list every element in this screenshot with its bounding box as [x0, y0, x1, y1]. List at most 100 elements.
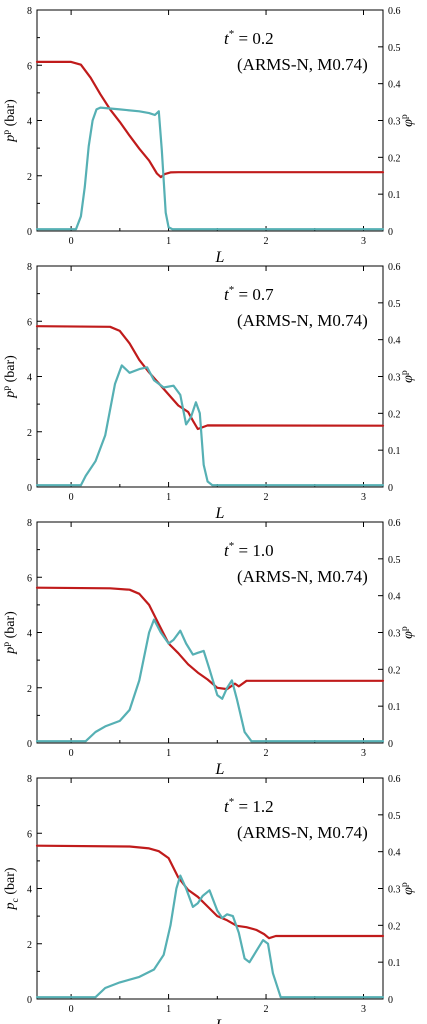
y-right-tick-label: 0.5 — [388, 555, 401, 566]
svg-text:φp: φp — [399, 882, 416, 895]
pressure-series-line — [35, 60, 385, 179]
panel-subtitle: (ARMS-N, M0.74) — [237, 55, 368, 74]
y-right-tick-label: 0.4 — [388, 848, 401, 859]
chart-panel-3: 0 2 4 6 8 0 0.1 0.2 0.3 0.4 0.5 0.6 0 1 2 3 Lpp (bar) φp t… — [1, 518, 416, 778]
svg-text:pp (bar): pp (bar) — [1, 611, 18, 655]
y-left-tick-label: 6 — [27, 573, 32, 584]
y-left-tick-label: 2 — [27, 172, 32, 183]
y-right-tick-label: 0.6 — [388, 262, 401, 273]
svg-text:φp: φp — [399, 370, 416, 383]
x-tick-label: 1 — [166, 492, 171, 503]
y-right-tick-label: 0.6 — [388, 774, 401, 785]
x-tick-label: 1 — [166, 748, 171, 759]
y-left-tick-label: 2 — [27, 940, 32, 951]
y-right-tick-label: 0.1 — [388, 958, 401, 969]
y-left-tick-label: 2 — [27, 428, 32, 439]
panel-subtitle: (ARMS-N, M0.74) — [237, 567, 368, 586]
y-right-tick-label: 0.3 — [388, 373, 401, 384]
plot-frame — [36, 265, 384, 488]
volume-fraction-series-line — [35, 618, 385, 743]
x-tick-label: 1 — [166, 236, 171, 247]
x-tick-label: 2 — [264, 492, 269, 503]
y-right-tick-label: 0.6 — [388, 6, 401, 17]
x-tick-label: 1 — [166, 1004, 171, 1015]
y-left-tick-label: 0 — [27, 227, 32, 238]
pressure-series-line — [35, 325, 385, 431]
y-left-tick-label: 8 — [27, 262, 32, 273]
svg-text:φp: φp — [399, 626, 416, 639]
panel-title: t* = 0.7 — [224, 284, 274, 304]
pressure-series-line — [35, 586, 385, 691]
x-axis-label: L — [215, 249, 225, 266]
y-left-tick-label: 6 — [27, 61, 32, 72]
y-left-tick-label: 0 — [27, 995, 32, 1006]
x-tick-label: 2 — [264, 236, 269, 247]
pressure-series-line — [35, 844, 385, 940]
y-left-tick-label: 6 — [27, 829, 32, 840]
y-right-tick-label: 0 — [388, 483, 393, 494]
y-right-tick-label: 0.2 — [388, 153, 401, 164]
plot-frame — [36, 9, 384, 232]
y-right-tick-label: 0.3 — [388, 629, 401, 640]
x-tick-label: 0 — [69, 1004, 74, 1015]
y-left-axis-label: pp (bar) — [1, 611, 18, 655]
x-axis-label: L — [215, 761, 225, 778]
chart-panel-1: 0 2 4 6 8 0 0.1 0.2 0.3 0.4 0.5 0.6 0 1 2 3 Lpp (bar) φp t… — [1, 6, 416, 266]
y-right-tick-label: 0.2 — [388, 409, 401, 420]
x-tick-label: 3 — [361, 748, 366, 759]
x-tick-label: 3 — [361, 236, 366, 247]
panel-subtitle: (ARMS-N, M0.74) — [237, 311, 368, 330]
y-left-tick-label: 8 — [27, 518, 32, 529]
y-right-tick-label: 0.1 — [388, 190, 401, 201]
y-right-tick-label: 0.1 — [388, 446, 401, 457]
x-tick-label: 2 — [264, 1004, 269, 1015]
y-left-tick-label: 8 — [27, 774, 32, 785]
panel-subtitle: (ARMS-N, M0.74) — [237, 823, 368, 842]
y-right-tick-label: 0.3 — [388, 885, 401, 896]
x-tick-label: 0 — [69, 748, 74, 759]
y-right-axis-label: φp — [399, 370, 416, 383]
x-tick-label: 3 — [361, 492, 366, 503]
x-tick-label: 2 — [264, 748, 269, 759]
y-left-tick-label: 4 — [27, 373, 32, 384]
y-right-axis-label: φp — [399, 882, 416, 895]
y-right-tick-label: 0 — [388, 739, 393, 750]
y-left-tick-label: 6 — [27, 317, 32, 328]
panel-title: t* = 1.0 — [224, 540, 274, 560]
y-left-axis-label: pp (bar) — [1, 99, 18, 143]
x-axis-label: L — [215, 505, 225, 522]
y-right-axis-label: φp — [399, 114, 416, 127]
volume-fraction-series-line — [35, 106, 385, 231]
y-left-tick-label: 0 — [27, 483, 32, 494]
y-right-tick-label: 0.4 — [388, 592, 401, 603]
y-right-tick-label: 0.4 — [388, 80, 401, 91]
y-left-tick-label: 4 — [27, 629, 32, 640]
panel-title: t* = 0.2 — [224, 28, 274, 48]
y-right-tick-label: 0.5 — [388, 43, 401, 54]
x-axis-label: L — [215, 1017, 225, 1024]
volume-fraction-series-line — [35, 874, 385, 999]
y-right-tick-label: 0.5 — [388, 299, 401, 310]
y-right-tick-label: 0.2 — [388, 665, 401, 676]
y-right-tick-label: 0.5 — [388, 811, 401, 822]
svg-text:pp (bar): pp (bar) — [1, 99, 18, 143]
x-tick-label: 0 — [69, 236, 74, 247]
chart-panel-4: 0 2 4 6 8 0 0.1 0.2 0.3 0.4 0.5 0.6 0 1 2 3 Lpc (bar) φp t… — [3, 774, 416, 1024]
y-right-tick-label: 0 — [388, 227, 393, 238]
volume-fraction-series-line — [35, 364, 385, 487]
y-left-tick-label: 2 — [27, 684, 32, 695]
y-left-axis-label: pp (bar) — [1, 355, 18, 399]
svg-text:pc (bar): pc (bar) — [3, 867, 21, 910]
y-left-tick-label: 8 — [27, 6, 32, 17]
y-left-tick-label: 0 — [27, 739, 32, 750]
y-right-tick-label: 0.3 — [388, 117, 401, 128]
y-left-axis-label: pc (bar) — [3, 867, 21, 910]
y-right-tick-label: 0 — [388, 995, 393, 1006]
y-right-tick-label: 0.4 — [388, 336, 401, 347]
y-left-tick-label: 4 — [27, 117, 32, 128]
y-right-tick-label: 0.2 — [388, 921, 401, 932]
y-right-tick-label: 0.1 — [388, 702, 401, 713]
chart-panel-2: 0 2 4 6 8 0 0.1 0.2 0.3 0.4 0.5 0.6 0 1 2 3 Lpp (bar) φp t… — [1, 262, 416, 522]
x-tick-label: 3 — [361, 1004, 366, 1015]
